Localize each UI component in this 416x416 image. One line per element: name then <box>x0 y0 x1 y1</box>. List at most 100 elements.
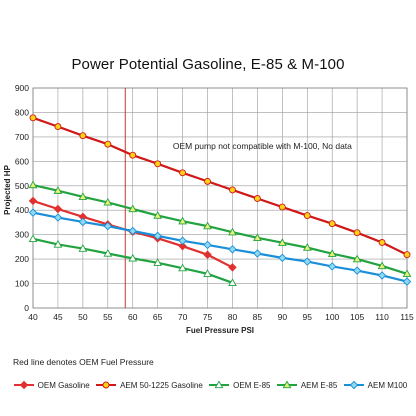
data-point <box>302 243 312 251</box>
y-tick-label: 700 <box>15 132 29 142</box>
data-point <box>78 192 88 200</box>
legend-item: AEM 50-1225 Gasoline <box>95 380 203 390</box>
data-point <box>303 212 311 220</box>
x-tick-label: 40 <box>28 312 38 322</box>
x-tick-label: 70 <box>178 312 188 322</box>
data-point <box>128 226 137 236</box>
data-point <box>179 169 187 177</box>
data-point <box>53 239 63 248</box>
x-tick-label: 55 <box>103 312 113 322</box>
data-point <box>53 204 63 214</box>
series-line <box>32 116 408 256</box>
series-line <box>32 211 408 283</box>
data-point <box>253 233 262 241</box>
legend-label: AEM 50-1225 Gasoline <box>120 380 203 390</box>
data-point <box>328 220 336 228</box>
data-point <box>402 269 412 277</box>
x-tick-label: 60 <box>128 312 138 322</box>
data-point <box>153 258 163 266</box>
x-tick-label: 95 <box>303 312 313 322</box>
y-tick-label: 0 <box>24 303 29 313</box>
data-point <box>203 269 212 277</box>
y-axis-title: Projected HP <box>3 164 12 214</box>
y-tick-label: 400 <box>15 205 29 215</box>
data-point <box>103 197 113 206</box>
series-layer <box>28 114 412 286</box>
data-point <box>278 253 287 263</box>
x-tick-label: 100 <box>325 312 339 322</box>
data-point <box>204 177 211 185</box>
data-point <box>403 251 411 259</box>
legend-swatch <box>96 381 117 389</box>
data-point <box>377 261 387 270</box>
data-point <box>278 203 286 211</box>
y-tick-label: 800 <box>15 107 29 117</box>
legend-label: OEM E-85 <box>233 380 271 390</box>
data-point <box>28 208 38 217</box>
data-point <box>228 245 237 254</box>
series-oem-e-85 <box>28 234 237 286</box>
data-point <box>53 213 63 222</box>
legend-swatch <box>209 380 230 389</box>
y-tick-label: 600 <box>15 156 29 166</box>
data-point <box>228 227 237 236</box>
y-tick-label: 200 <box>15 254 29 264</box>
tick-labels: 0 100 200 300 400 500 600 700 800 900 40 45 50 55 60 65… <box>15 83 414 322</box>
x-axis-title: Fuel Pressure PSI <box>186 326 254 335</box>
data-point <box>129 151 137 159</box>
legend: OEM Gasoline AEM 50-1225 Gasoline OEM E-85… <box>10 376 410 394</box>
data-point <box>277 238 287 246</box>
data-point <box>253 195 261 202</box>
data-point <box>178 263 187 272</box>
data-point <box>353 229 361 237</box>
data-point <box>29 114 37 122</box>
data-point <box>327 262 337 271</box>
data-point <box>28 180 38 189</box>
data-point <box>228 263 237 272</box>
x-tick-label: 110 <box>375 312 389 322</box>
y-tick-label: 500 <box>15 181 29 191</box>
data-point <box>303 257 312 266</box>
data-point <box>128 204 138 213</box>
x-tick-label: 90 <box>278 312 288 322</box>
data-point <box>178 241 187 251</box>
x-tick-label: 85 <box>253 312 263 322</box>
data-point <box>327 249 337 257</box>
legend-label: AEM M100 <box>367 380 408 390</box>
data-point <box>54 123 62 131</box>
data-point <box>203 250 212 259</box>
data-point <box>53 186 63 194</box>
data-point <box>203 240 212 250</box>
x-tick-label: 115 <box>400 312 414 322</box>
data-point <box>128 253 138 262</box>
chart-title: Power Potential Gasoline, E-85 & M-100 <box>71 56 345 73</box>
data-point <box>78 217 88 227</box>
y-tick-label: 100 <box>15 279 29 289</box>
data-point <box>103 248 113 257</box>
x-tick-label: 65 <box>153 312 163 322</box>
legend-item: OEM Gasoline <box>13 380 90 390</box>
legend-item: AEM M100 <box>343 380 408 390</box>
data-point <box>229 186 236 194</box>
data-point <box>178 236 187 246</box>
series-aem-m100 <box>28 208 412 286</box>
x-tick-label: 50 <box>78 312 88 322</box>
legend-swatch <box>13 380 34 390</box>
data-point <box>402 277 412 286</box>
legend-swatch <box>343 380 364 390</box>
series-aem-e-85 <box>28 180 412 277</box>
series-aem-50-1225-gasoline <box>29 114 411 259</box>
data-point <box>253 249 262 258</box>
chart-annotation: OEM pump not compatible with M-100, No d… <box>173 141 352 151</box>
data-point <box>153 211 163 219</box>
data-point <box>78 244 88 252</box>
data-point <box>79 132 87 140</box>
series-line <box>32 183 408 275</box>
x-tick-label: 45 <box>53 312 63 322</box>
data-point <box>352 254 362 263</box>
legend-label: OEM Gasoline <box>37 380 90 390</box>
data-point <box>153 231 162 241</box>
data-point <box>203 221 212 230</box>
